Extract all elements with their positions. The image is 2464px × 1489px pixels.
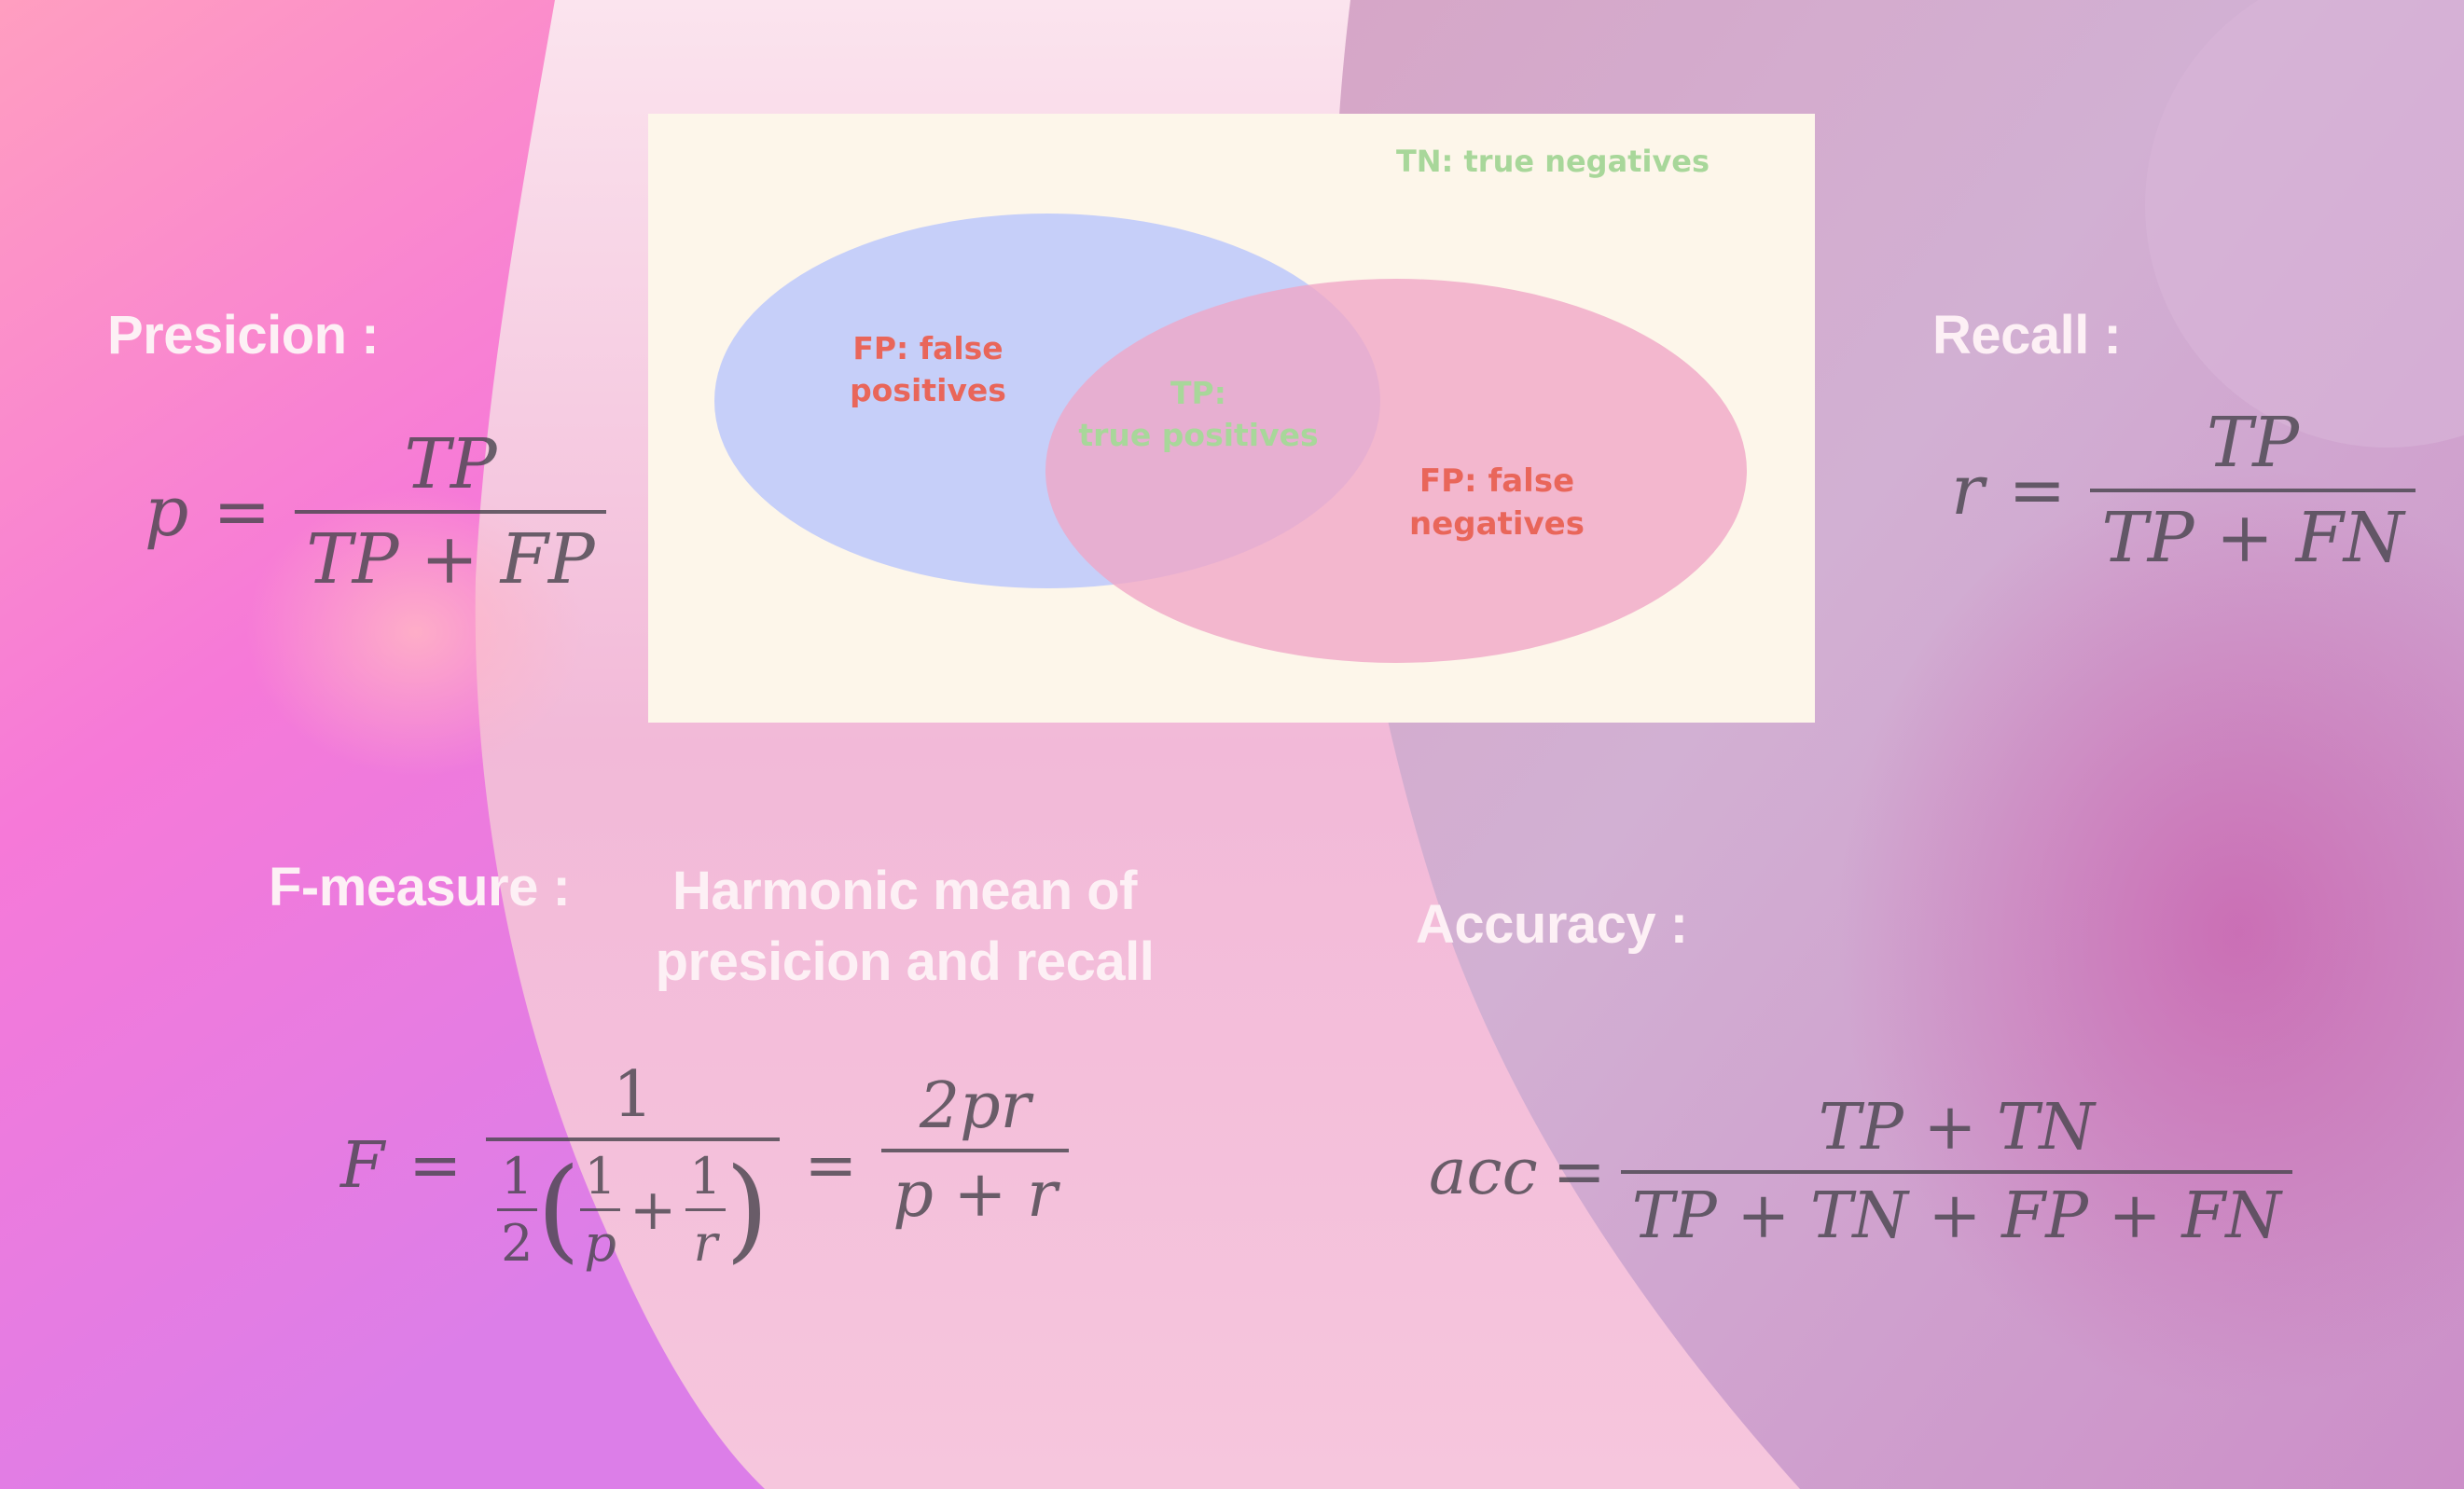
harmonic-mean-caption: Harmonic mean of presicion and recall [634, 856, 1175, 998]
inverse-p-numerator: 1 [584, 1147, 616, 1206]
f-measure-simplified-denominator: p + r [893, 1158, 1058, 1232]
true-positives-line-1: TP: [1170, 375, 1226, 411]
precision-numerator: TP [404, 424, 497, 504]
accuracy-label: Accuracy : [1416, 894, 1688, 955]
recall-lhs: r [1951, 450, 1985, 531]
half-denominator: 2 [501, 1214, 533, 1273]
false-negatives-line-1: FP: false [1419, 462, 1575, 500]
accuracy-formula: acc = TP + TN TP + TN + FP + FN [1429, 1091, 2292, 1253]
inner-plus: + [629, 1177, 677, 1243]
true-negatives-label: TN: true negatives [1395, 144, 1710, 179]
false-positives-line-1: FP: false [852, 330, 1004, 366]
f-measure-main-bar [486, 1137, 781, 1141]
f-measure-simplified-bar [881, 1149, 1069, 1152]
inverse-p-bar [580, 1208, 620, 1211]
precision-fraction: TP TP + FP [295, 424, 606, 600]
precision-lhs: p [145, 472, 189, 552]
recall-equals: = [2008, 450, 2067, 531]
half-fraction: 1 2 [497, 1147, 537, 1273]
right-paren: ) [725, 1144, 769, 1275]
f-measure-simplified-fraction: 2pr p + r [881, 1069, 1069, 1232]
recall-numerator: TP [2206, 403, 2300, 483]
f-measure-equals-2: = [804, 1128, 858, 1203]
precision-equals: = [213, 472, 271, 552]
accuracy-denominator: TP + TN + FP + FN [1631, 1179, 2281, 1253]
true-positives-line-2: true positives [1078, 416, 1319, 453]
left-paren: ( [536, 1144, 581, 1275]
venn-diagram: TN: true negatives FP: false positives T… [648, 114, 1815, 723]
f-measure-equals: = [408, 1128, 463, 1203]
f-measure-simplified-numerator: 2pr [919, 1069, 1031, 1143]
precision-denominator: TP + FP [306, 519, 595, 600]
recall-denominator: TP + FN [2101, 498, 2404, 578]
f-measure-main-fraction: 1 1 2 ( 1 p + 1 r ) [486, 1058, 781, 1273]
harmonic-caption-line-1: Harmonic mean of [672, 861, 1138, 921]
recall-formula: r = TP TP + FN [1951, 403, 2416, 578]
accuracy-equals: = [1552, 1135, 1606, 1209]
true-positives-label: TP: true positives [1059, 373, 1338, 456]
f-measure-formula: F = 1 1 2 ( 1 p + 1 r ) = 2pr [340, 1058, 1069, 1273]
inverse-r-fraction: 1 r [685, 1147, 726, 1273]
inverse-r-denominator: r [693, 1214, 718, 1273]
inverse-r-numerator: 1 [689, 1147, 722, 1206]
accuracy-lhs: acc [1429, 1135, 1538, 1209]
f-measure-lhs: F [340, 1128, 385, 1203]
inverse-p-fraction: 1 p [580, 1147, 620, 1273]
recall-fraction-bar [2090, 489, 2416, 492]
accuracy-fraction-bar [1620, 1170, 2292, 1174]
venn-diagram-shapes [714, 214, 1747, 663]
recall-fraction: TP TP + FN [2090, 403, 2416, 578]
f-measure-denominator: 1 2 ( 1 p + 1 r ) [486, 1147, 780, 1273]
inverse-r-bar [685, 1208, 726, 1211]
precision-formula: p = TP TP + FP [145, 424, 606, 600]
f-measure-numerator: 1 [613, 1058, 654, 1132]
inverse-p-denominator: p [584, 1214, 616, 1273]
accuracy-numerator: TP + TN [1818, 1091, 2095, 1165]
half-bar [497, 1208, 537, 1211]
false-positives-line-2: positives [850, 371, 1006, 408]
precision-fraction-bar [295, 510, 606, 514]
f-measure-label: F-measure : [269, 857, 571, 917]
half-numerator: 1 [501, 1147, 533, 1206]
accuracy-fraction: TP + TN TP + TN + FP + FN [1620, 1091, 2292, 1253]
precision-label: Presicion : [107, 305, 380, 365]
recall-label: Recall : [1932, 305, 2122, 365]
predicted-positives-ellipse [1045, 279, 1747, 663]
false-positives-label: FP: false positives [788, 328, 1068, 411]
harmonic-caption-line-2: presicion and recall [655, 931, 1155, 992]
false-negatives-label: FP: false negatives [1357, 461, 1637, 546]
false-negatives-line-2: negatives [1409, 504, 1585, 543]
